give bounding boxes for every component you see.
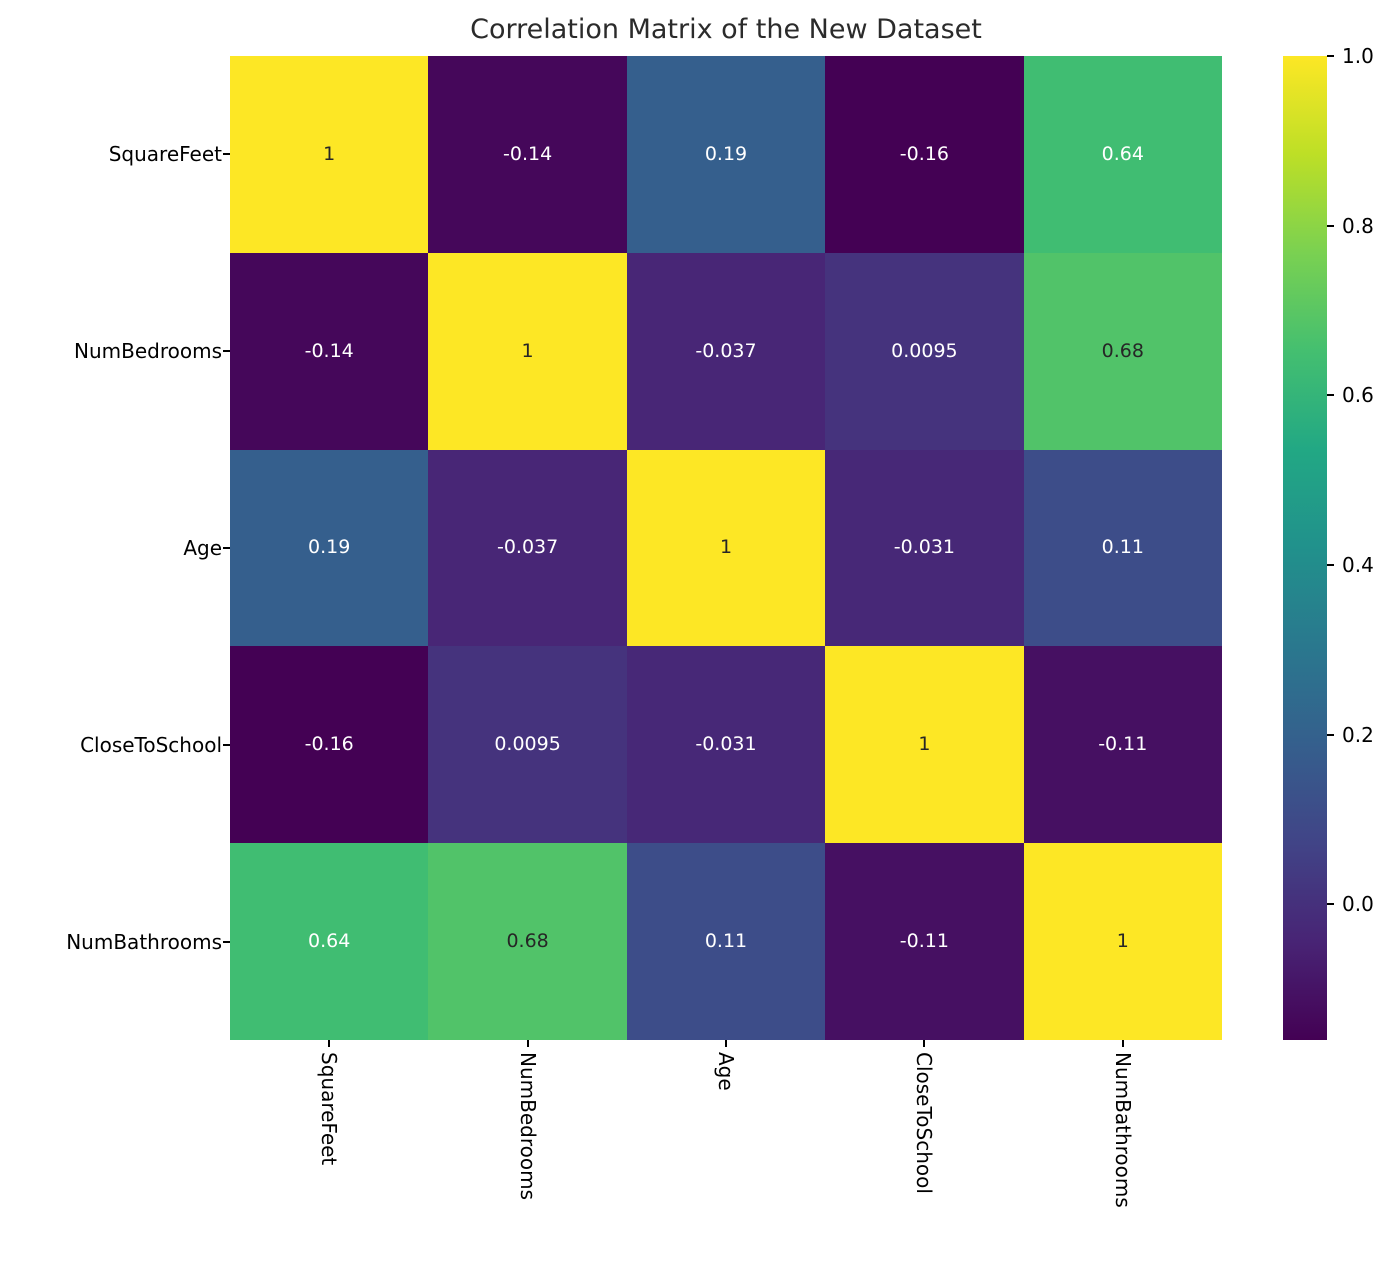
x-tick-label-NumBathrooms: NumBathrooms bbox=[1110, 1052, 1135, 1208]
y-tick-label-Age: Age bbox=[183, 536, 222, 560]
heatmap-cell-SquareFeet-NumBathrooms: 0.64 bbox=[1023, 56, 1222, 253]
y-tick-label-SquareFeet: SquareFeet bbox=[108, 142, 222, 167]
heatmap-cell-CloseToSchool-NumBathrooms: -0.11 bbox=[1023, 646, 1222, 844]
colorbar-tick bbox=[1327, 224, 1334, 227]
x-axis-tick bbox=[923, 1040, 926, 1047]
heatmap-cell-Age-SquareFeet: 0.19 bbox=[230, 449, 429, 647]
heatmap-cell-NumBedrooms-NumBathrooms: 0.68 bbox=[1023, 252, 1222, 450]
cell-value: 0.19 bbox=[308, 536, 351, 559]
heatmap-cell-SquareFeet-SquareFeet: 1 bbox=[230, 56, 429, 253]
heatmap-cell-NumBathrooms-Age: 0.11 bbox=[626, 843, 826, 1040]
cell-value: 0.64 bbox=[1101, 142, 1144, 165]
cell-value: -0.037 bbox=[496, 536, 559, 559]
cell-value: 1 bbox=[719, 536, 733, 559]
cell-value: -0.16 bbox=[304, 733, 354, 756]
cell-value: -0.031 bbox=[893, 536, 956, 559]
cell-value: 1 bbox=[918, 733, 931, 756]
y-axis-tick bbox=[223, 743, 230, 746]
x-axis-tick bbox=[725, 1040, 727, 1047]
colorbar-tick bbox=[1327, 563, 1334, 566]
colorbar-tick bbox=[1327, 55, 1334, 57]
heatmap-cell-CloseToSchool-SquareFeet: -0.16 bbox=[230, 646, 429, 844]
cell-value: -0.14 bbox=[304, 339, 354, 362]
heatmap-cell-Age-Age: 1 bbox=[626, 449, 826, 647]
heatmap-cell-SquareFeet-CloseToSchool: -0.16 bbox=[825, 56, 1024, 253]
colorbar-tick-label-0.0: 0.0 bbox=[1342, 892, 1374, 917]
y-axis-tick bbox=[223, 547, 230, 549]
heatmap-cell-CloseToSchool-Age: -0.031 bbox=[626, 646, 826, 844]
y-tick-label-NumBedrooms: NumBedrooms bbox=[74, 339, 222, 364]
heatmap-cell-SquareFeet-NumBedrooms: -0.14 bbox=[428, 56, 627, 253]
colorbar-tick bbox=[1327, 903, 1334, 906]
colorbar-tick-label-1.0: 1.0 bbox=[1342, 44, 1374, 68]
cell-value: 0.19 bbox=[704, 142, 748, 165]
colorbar-tick-label-0.4: 0.4 bbox=[1342, 552, 1374, 577]
cell-value: -0.14 bbox=[503, 142, 553, 165]
heatmap-cell-CloseToSchool-CloseToSchool: 1 bbox=[825, 646, 1024, 844]
heatmap-grid: 1 -0.14 0.19 -0.16 0.64 -0.14 1 -0.037 0.0095 0.6… bbox=[230, 56, 1222, 1040]
heatmap-cell-Age-NumBedrooms: -0.037 bbox=[428, 449, 627, 647]
heatmap-cell-NumBathrooms-NumBathrooms: 1 bbox=[1023, 843, 1222, 1040]
heatmap-cell-NumBedrooms-NumBedrooms: 1 bbox=[428, 252, 627, 450]
y-tick-label-NumBathrooms: NumBathrooms bbox=[66, 929, 222, 954]
x-tick-label-SquareFeet: SquareFeet bbox=[317, 1052, 342, 1166]
cell-value: 0.11 bbox=[704, 930, 748, 953]
cell-value: -0.11 bbox=[1098, 733, 1148, 756]
cell-value: 0.68 bbox=[506, 930, 549, 953]
colorbar-tick-label-0.6: 0.6 bbox=[1342, 383, 1374, 408]
heatmap-cell-NumBathrooms-NumBedrooms: 0.68 bbox=[428, 843, 627, 1040]
cell-value: -0.037 bbox=[695, 339, 757, 362]
heatmap-cell-NumBathrooms-CloseToSchool: -0.11 bbox=[825, 843, 1024, 1040]
cell-value: 1 bbox=[521, 339, 534, 362]
cell-value: -0.16 bbox=[899, 142, 949, 165]
cell-value: 0.68 bbox=[1101, 339, 1144, 362]
heatmap-cell-NumBathrooms-SquareFeet: 0.64 bbox=[230, 843, 429, 1040]
cell-value: -0.11 bbox=[899, 930, 949, 953]
colorbar-tick-label-0.2: 0.2 bbox=[1342, 722, 1374, 747]
chart-title: Correlation Matrix of the New Dataset bbox=[470, 14, 982, 45]
heatmap-cell-NumBedrooms-SquareFeet: -0.14 bbox=[230, 252, 429, 450]
y-axis-tick bbox=[223, 350, 230, 353]
colorbar-tick-label-0.8: 0.8 bbox=[1342, 213, 1374, 238]
x-tick-label-Age: Age bbox=[714, 1052, 738, 1091]
cell-value: 0.11 bbox=[1101, 536, 1144, 559]
colorbar-tick bbox=[1327, 394, 1334, 397]
y-tick-label-CloseToSchool: CloseToSchool bbox=[80, 732, 222, 757]
x-tick-label-NumBedrooms: NumBedrooms bbox=[515, 1052, 540, 1200]
x-tick-label-CloseToSchool: CloseToSchool bbox=[912, 1052, 937, 1194]
cell-value: 0.64 bbox=[308, 930, 351, 953]
y-axis-tick bbox=[223, 940, 230, 943]
cell-value: -0.031 bbox=[695, 733, 757, 756]
heatmap-cell-Age-NumBathrooms: 0.11 bbox=[1023, 449, 1222, 647]
heatmap-cell-NumBedrooms-Age: -0.037 bbox=[626, 252, 826, 450]
heatmap-cell-CloseToSchool-NumBedrooms: 0.0095 bbox=[428, 646, 627, 844]
heatmap-cell-SquareFeet-Age: 0.19 bbox=[626, 56, 826, 253]
cell-value: 1 bbox=[323, 142, 336, 165]
heatmap-cell-Age-CloseToSchool: -0.031 bbox=[825, 449, 1024, 647]
cell-value: 0.0095 bbox=[891, 339, 958, 362]
cell-value: 0.0095 bbox=[494, 733, 561, 756]
x-axis-tick bbox=[1121, 1040, 1124, 1047]
x-axis-tick bbox=[526, 1040, 529, 1047]
colorbar-tick bbox=[1327, 733, 1334, 736]
y-axis-tick bbox=[223, 153, 230, 156]
heatmap-cell-NumBedrooms-CloseToSchool: 0.0095 bbox=[825, 252, 1024, 450]
cell-value: 1 bbox=[1116, 930, 1129, 953]
colorbar bbox=[1283, 56, 1327, 1040]
x-axis-tick bbox=[328, 1040, 331, 1047]
